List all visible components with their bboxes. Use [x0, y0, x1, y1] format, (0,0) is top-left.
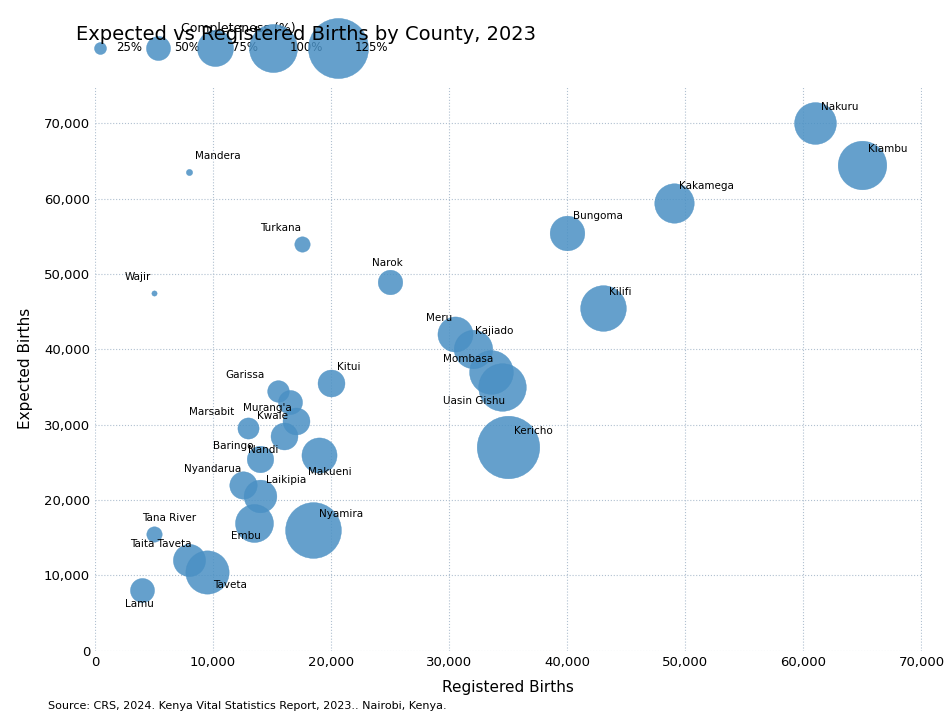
- Point: [253, 490, 268, 502]
- Text: Makueni: Makueni: [308, 468, 352, 478]
- Text: Baringo: Baringo: [213, 441, 254, 451]
- Text: Uasin Gishu: Uasin Gishu: [444, 396, 505, 406]
- Text: Marsabit: Marsabit: [189, 407, 235, 417]
- Text: Mandera: Mandera: [196, 151, 241, 161]
- Point: [808, 118, 823, 129]
- Text: Kericho: Kericho: [514, 426, 553, 436]
- Point: [483, 366, 498, 378]
- Text: Nyamira: Nyamira: [319, 509, 364, 519]
- Text: Taita Taveta: Taita Taveta: [130, 539, 192, 549]
- X-axis label: Registered Births: Registered Births: [443, 680, 574, 694]
- Legend: 25%, 50%, 75%, 100%, 125%: 25%, 50%, 75%, 100%, 125%: [85, 19, 392, 57]
- Text: Nandi: Nandi: [249, 445, 279, 455]
- Point: [135, 585, 150, 596]
- Point: [312, 449, 327, 460]
- Point: [181, 555, 197, 566]
- Text: Bungoma: Bungoma: [573, 212, 623, 222]
- Point: [501, 442, 516, 453]
- Text: Turkana: Turkana: [260, 222, 301, 232]
- Point: [595, 302, 610, 314]
- Text: Kakamega: Kakamega: [679, 181, 734, 191]
- Text: Narok: Narok: [372, 258, 403, 268]
- Point: [306, 524, 321, 536]
- Text: Laikipia: Laikipia: [266, 475, 307, 485]
- Text: Kitui: Kitui: [337, 362, 361, 372]
- Point: [560, 227, 575, 238]
- Point: [146, 528, 162, 540]
- Point: [383, 276, 398, 287]
- Point: [855, 159, 870, 171]
- Point: [271, 385, 286, 397]
- Text: Nakuru: Nakuru: [821, 102, 859, 112]
- Point: [146, 287, 162, 299]
- Text: Wajir: Wajir: [124, 272, 151, 282]
- Point: [282, 396, 297, 408]
- Point: [324, 378, 339, 389]
- Point: [253, 453, 268, 464]
- Text: Lamu: Lamu: [124, 599, 153, 609]
- Point: [666, 197, 681, 208]
- Point: [241, 423, 256, 434]
- Point: [495, 381, 510, 393]
- Text: Embu: Embu: [231, 531, 260, 541]
- Text: Kwale: Kwale: [256, 411, 288, 421]
- Text: Source: CRS, 2024. Kenya Vital Statistics Report, 2023.. Nairobi, Kenya.: Source: CRS, 2024. Kenya Vital Statistic…: [48, 701, 446, 711]
- Point: [181, 167, 197, 178]
- Point: [447, 329, 463, 340]
- Point: [294, 238, 310, 250]
- Point: [288, 415, 303, 427]
- Y-axis label: Expected Births: Expected Births: [18, 307, 33, 429]
- Text: Meru: Meru: [426, 313, 452, 323]
- Text: Kiambu: Kiambu: [868, 144, 908, 154]
- Text: Murang'a: Murang'a: [242, 403, 292, 413]
- Text: Taveta: Taveta: [213, 581, 247, 591]
- Point: [200, 566, 215, 577]
- Point: [247, 517, 262, 528]
- Text: Expected vs Registered Births by County, 2023: Expected vs Registered Births by County,…: [76, 25, 536, 44]
- Text: Kajiado: Kajiado: [475, 326, 514, 336]
- Text: Mombasa: Mombasa: [444, 355, 494, 365]
- Text: Tana River: Tana River: [142, 513, 197, 523]
- Point: [466, 344, 481, 355]
- Point: [276, 430, 292, 442]
- Point: [235, 479, 250, 490]
- Text: Garissa: Garissa: [225, 370, 264, 380]
- Text: Kilifi: Kilifi: [609, 287, 631, 297]
- Text: Nyandarua: Nyandarua: [183, 463, 240, 473]
